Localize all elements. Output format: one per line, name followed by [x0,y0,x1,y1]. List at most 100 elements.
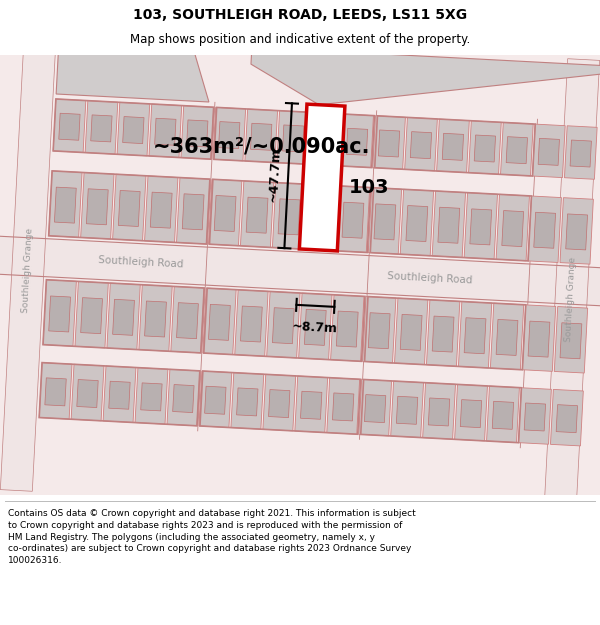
Polygon shape [139,285,172,351]
Polygon shape [113,174,146,241]
Polygon shape [203,288,236,354]
Polygon shape [176,177,210,244]
Polygon shape [277,111,310,164]
Polygon shape [43,280,76,346]
Polygon shape [428,398,450,426]
Polygon shape [85,101,118,154]
Text: ~47.7m: ~47.7m [266,148,282,202]
Polygon shape [492,401,514,429]
Polygon shape [49,296,71,332]
Polygon shape [272,308,294,344]
Polygon shape [458,301,492,368]
Polygon shape [310,201,332,236]
Polygon shape [560,322,582,359]
Polygon shape [208,179,242,246]
Polygon shape [269,389,290,418]
Polygon shape [71,364,104,421]
Polygon shape [118,191,140,226]
Polygon shape [77,379,98,408]
Polygon shape [532,124,565,177]
Polygon shape [496,194,529,261]
Polygon shape [397,396,418,424]
Polygon shape [181,106,214,159]
Text: Map shows position and indicative extent of the property.: Map shows position and indicative extent… [130,32,470,46]
Polygon shape [544,59,599,520]
Polygon shape [251,123,272,150]
Polygon shape [474,135,496,162]
Polygon shape [75,281,109,348]
Polygon shape [528,321,550,357]
Polygon shape [364,394,386,422]
Text: 103: 103 [349,177,389,197]
Polygon shape [442,133,464,161]
Polygon shape [560,198,593,264]
Polygon shape [218,122,240,149]
Polygon shape [565,126,597,179]
Polygon shape [109,381,130,409]
Polygon shape [299,293,332,359]
Text: 103, SOUTHLEIGH ROAD, LEEDS, LS11 5XG: 103, SOUTHLEIGH ROAD, LEEDS, LS11 5XG [133,8,467,22]
Polygon shape [171,286,204,353]
Polygon shape [379,130,400,157]
Polygon shape [176,302,199,339]
Text: Contains OS data © Crown copyright and database right 2021. This information is : Contains OS data © Crown copyright and d… [8,509,416,565]
Polygon shape [56,37,209,102]
Polygon shape [487,386,520,442]
Polygon shape [518,388,551,444]
Polygon shape [404,118,437,171]
Polygon shape [550,389,583,446]
Polygon shape [470,209,491,245]
Polygon shape [151,192,172,228]
Polygon shape [538,138,559,166]
Polygon shape [556,404,578,432]
Polygon shape [337,311,358,347]
Polygon shape [395,298,428,364]
Text: Southleigh Road: Southleigh Road [387,271,473,285]
Polygon shape [368,188,401,254]
Polygon shape [337,186,370,253]
Polygon shape [91,115,112,142]
Polygon shape [400,189,434,256]
Polygon shape [80,298,103,334]
Text: Southleigh Grange: Southleigh Grange [565,256,578,342]
Polygon shape [528,196,562,262]
Polygon shape [141,383,162,411]
Polygon shape [534,213,556,248]
Polygon shape [464,192,497,259]
Polygon shape [374,204,396,240]
Polygon shape [155,118,176,145]
Polygon shape [400,314,422,351]
Polygon shape [135,368,168,424]
Polygon shape [523,305,556,371]
Polygon shape [236,388,258,416]
Polygon shape [278,199,300,235]
Polygon shape [554,306,587,373]
Polygon shape [246,197,268,233]
Polygon shape [368,312,390,349]
Polygon shape [145,176,178,242]
Polygon shape [566,214,587,250]
Polygon shape [0,236,600,306]
Polygon shape [331,295,364,361]
Polygon shape [283,125,304,152]
Polygon shape [464,318,486,354]
Polygon shape [406,206,428,241]
Polygon shape [245,109,278,162]
Polygon shape [199,371,232,428]
Polygon shape [332,393,354,421]
Polygon shape [117,102,150,156]
Polygon shape [570,140,592,167]
Polygon shape [524,403,545,431]
Polygon shape [314,127,336,154]
Polygon shape [145,301,166,337]
Polygon shape [45,378,66,406]
Polygon shape [299,104,345,251]
Polygon shape [39,362,72,419]
Polygon shape [167,369,200,426]
Polygon shape [187,120,208,147]
Text: Southleigh Grange: Southleigh Grange [21,228,35,313]
Polygon shape [55,187,76,223]
Polygon shape [432,316,454,352]
Polygon shape [438,208,460,243]
Polygon shape [241,181,274,248]
